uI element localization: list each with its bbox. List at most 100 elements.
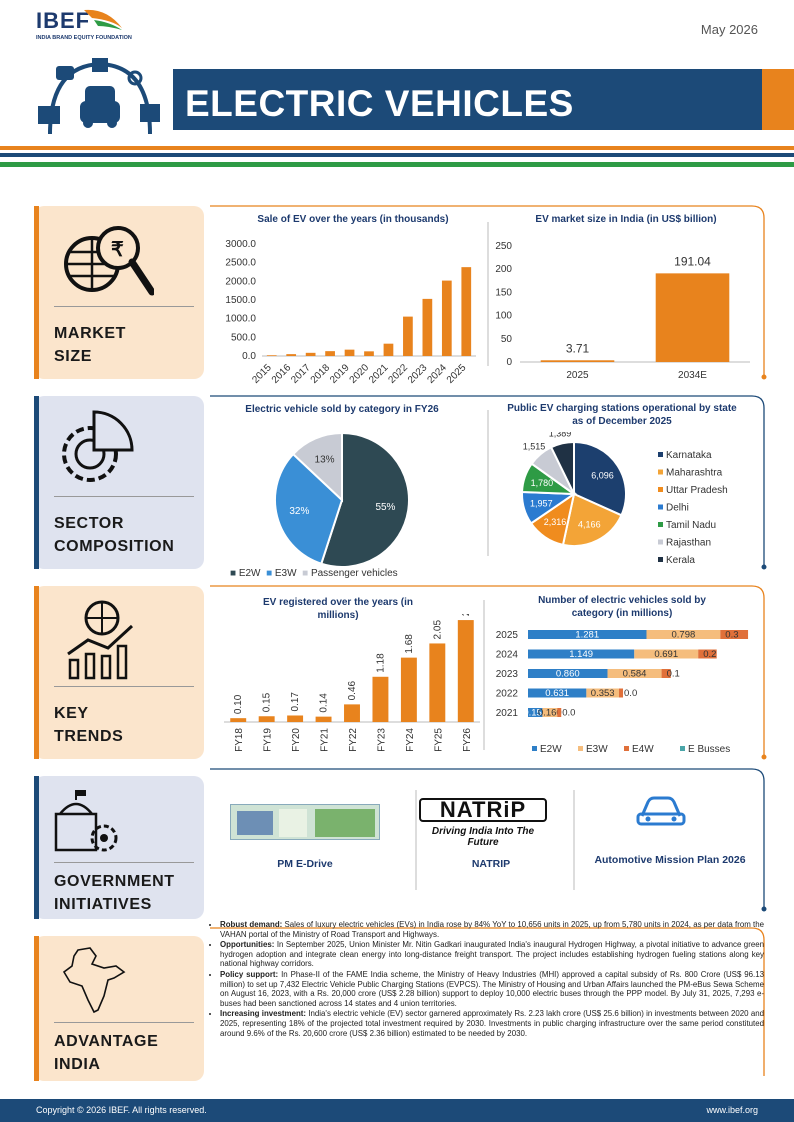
ev-category-pie-chart: 55% 32% 13% <box>274 431 410 568</box>
bar <box>441 280 452 356</box>
car-icon <box>636 796 686 826</box>
data-label: 0.860 <box>556 669 580 680</box>
y-tick-label: 3000.0 <box>225 239 256 250</box>
legend-label: Maharashtra <box>666 468 723 479</box>
bar-segment <box>528 688 587 698</box>
stripe-orange <box>0 146 794 150</box>
pie-label: 55% <box>375 502 395 513</box>
pie-label: 1,389 <box>549 432 572 439</box>
x-tick-label: FY21 <box>320 728 331 752</box>
brand-subtitle: INDIA BRAND EQUITY FOUNDATION <box>36 35 132 41</box>
y-tick-label: 2000.0 <box>225 276 256 287</box>
bar <box>457 620 474 722</box>
bar <box>305 352 316 356</box>
gov-item-pm-edrive: PM E-Drive <box>277 858 333 870</box>
pie-label: 6,096 <box>591 471 614 481</box>
sector-composition-card: SECTOR COMPOSITION <box>34 396 204 569</box>
ev-sales-bar-chart: 0.0 500.0 1000.0 1500.0 2000.0 2500.0 3000.0 20… <box>225 239 476 386</box>
legend-swatch <box>658 504 663 510</box>
legend-swatch <box>658 522 663 527</box>
pm-edrive-banner-image <box>230 804 380 840</box>
brand-name: IBEF <box>36 8 91 33</box>
pie-label: 13% <box>315 455 335 466</box>
page-title: ELECTRIC VEHICLES <box>185 83 574 124</box>
pie-label: 1,780 <box>531 478 554 488</box>
x-tick-label: FY19 <box>263 728 274 752</box>
natrip-tagline: Driving India Into The Future <box>431 826 535 848</box>
publication-date: May 2026 <box>700 22 758 37</box>
x-tick-label: 2017 <box>289 362 313 386</box>
bar-segment <box>619 688 624 698</box>
ev-market-bar-chart: 0 50 100 150 200 250 3.71 2025 191.04 2034E <box>495 241 750 381</box>
legend-swatch <box>624 746 629 751</box>
x-tick-label: 2023 <box>406 362 430 386</box>
natrip-logo: NATRiP <box>419 798 547 822</box>
bar-segment <box>607 669 662 678</box>
y-tick-label: 100 <box>495 311 512 322</box>
pie-label: 2,316 <box>544 517 567 527</box>
bar-segment <box>528 649 635 659</box>
bar-segment <box>542 708 558 717</box>
pie-slice <box>274 452 344 565</box>
india-map-icon <box>62 947 126 1014</box>
bar <box>230 718 247 722</box>
legend-label: Tamil Nadu <box>666 520 716 531</box>
section-label-sector: SECTOR COMPOSITION <box>54 515 175 555</box>
data-label: 0.3 <box>725 630 738 641</box>
bullet-opportunities: Opportunities: In September 2025, Union … <box>220 940 764 969</box>
legend-swatch <box>578 746 583 751</box>
data-label: 0.0 <box>624 688 637 699</box>
pie-label: 4,166 <box>578 519 601 529</box>
gov-item-natrip: NATRIP <box>471 858 511 870</box>
bar <box>344 704 360 722</box>
ev-sold-category-stacked-chart: 2025 1.281 0.798 0.3 2024 1.149 0.691 0.2 2023 0.… <box>496 630 749 755</box>
data-label: 0.2 <box>703 649 716 660</box>
stripe-navy <box>0 153 794 157</box>
gov-item-automotive-mission: Automotive Mission Plan 2026 <box>594 854 746 866</box>
advantage-india-bullets: Robust demand: Sales of luxury electric … <box>210 920 764 1039</box>
pie-slice <box>561 492 623 547</box>
data-label: 2.05 <box>432 620 443 640</box>
x-tick-label: FY22 <box>348 728 359 752</box>
y-tick-label: 2022 <box>496 689 519 700</box>
data-label: 0.160 <box>538 708 562 719</box>
y-tick-label: 2500.0 <box>225 258 256 269</box>
chart-title-ev-sales: Sale of EV over the years (in thousands) <box>257 214 449 225</box>
legend-label: Delhi <box>666 503 689 514</box>
chart-title-ev-registered: EV registered over the years (in million… <box>262 597 414 621</box>
x-tick-label: 2025 <box>566 370 589 381</box>
bar <box>403 316 413 356</box>
bar <box>266 355 277 356</box>
bar <box>400 657 417 722</box>
data-label: 0.691 <box>654 649 678 660</box>
ev-category-legend: ■ E2W ■ E3W ■ Passenger vehicles <box>230 568 398 579</box>
x-tick-label: 2015 <box>250 362 274 386</box>
bar <box>540 360 615 362</box>
data-label: 3.71 <box>566 341 590 355</box>
government-initiatives-card: GOVERNMENT INITIATIVES <box>34 776 204 919</box>
ibef-logo: IBEF INDIA BRAND EQUITY FOUNDATION <box>36 8 132 41</box>
globe-growth-chart-icon <box>67 600 134 680</box>
y-tick-label: 2023 <box>496 669 519 680</box>
key-trends-card: KEY TRENDS <box>34 586 204 759</box>
data-label: 0.10 <box>233 694 244 714</box>
bar-segment <box>528 630 647 639</box>
bar-segment <box>720 630 749 639</box>
data-label: 1.18 <box>375 653 386 673</box>
x-tick-label: FY25 <box>433 728 444 752</box>
legend-label: E Busses <box>688 744 730 755</box>
x-tick-label: 2016 <box>270 362 294 386</box>
x-tick-label: 2025 <box>445 362 469 386</box>
data-label: 1.149 <box>569 649 593 660</box>
chart-title-ev-sold-category: Number of electric vehicles sold by cate… <box>538 595 706 619</box>
data-label: 0.17 <box>290 692 301 712</box>
y-tick-label: 500.0 <box>231 332 256 343</box>
bar <box>429 643 446 722</box>
section-label-trends: KEY TRENDS <box>54 705 124 745</box>
x-tick-label: 2019 <box>328 362 352 386</box>
footer-website-link[interactable]: www.ibef.org <box>706 1105 758 1115</box>
legend-label: E4W <box>632 744 654 755</box>
data-label: 191.04 <box>674 254 711 268</box>
bar <box>286 354 297 356</box>
